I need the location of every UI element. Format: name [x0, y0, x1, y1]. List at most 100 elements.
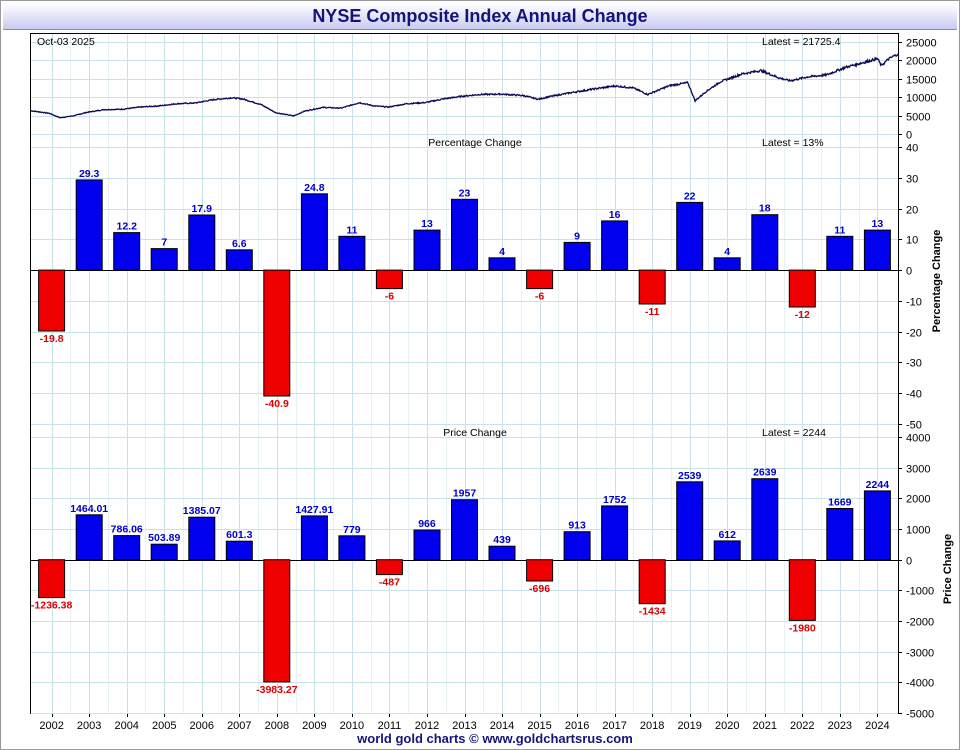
- price-date-label: Oct-03 2025: [37, 36, 95, 48]
- percentage-bar: [113, 232, 141, 271]
- x-tick-label: 2011: [378, 720, 402, 732]
- price-change-bar: [225, 540, 253, 561]
- percentage-data-label: -11: [645, 306, 660, 318]
- footer-credit: world gold charts © www.goldchartsrus.co…: [357, 731, 633, 746]
- price-y-tick-label: 15000: [906, 75, 937, 87]
- percentage-bar: [338, 235, 366, 271]
- percentage-title: Percentage Change: [428, 137, 522, 149]
- price-change-y-tick-label: 4000: [906, 433, 930, 445]
- price-change-data-label: -696: [529, 583, 550, 595]
- percentage-data-label: 24.8: [304, 182, 325, 194]
- percentage-y-tick-label: -10: [906, 297, 922, 309]
- percentage-data-label: 22: [684, 190, 696, 202]
- price-change-bar: [788, 559, 816, 621]
- percentage-bar: [713, 257, 741, 271]
- percentage-y-tick-label: 10: [906, 235, 918, 247]
- x-tick-label: 2024: [865, 720, 889, 732]
- price-change-data-label: 966: [418, 518, 436, 530]
- percentage-bar: [375, 269, 403, 290]
- price-change-bar: [413, 529, 441, 561]
- x-tick-label: 2017: [602, 720, 626, 732]
- percentage-y-tick-label: -20: [906, 328, 922, 340]
- x-tick-label: 2019: [677, 720, 701, 732]
- x-tick-label: 2003: [77, 720, 101, 732]
- price-change-bar: [451, 499, 478, 561]
- percentage-bar: [526, 269, 554, 290]
- percentage-bar: [826, 235, 854, 271]
- price-change-data-label: 1957: [453, 488, 477, 500]
- price-change-data-label: 439: [493, 534, 511, 546]
- percentage-y-tick-label: 40: [906, 143, 918, 155]
- percentage-y-tick-label: 20: [906, 205, 918, 217]
- percentage-bar: [676, 201, 704, 271]
- price-change-y-tick-label: -2000: [906, 617, 934, 629]
- percentage-data-label: 16: [609, 209, 621, 221]
- price-y-tick-label: 0: [906, 130, 912, 142]
- price-change-title: Price Change: [443, 427, 507, 439]
- line-layer: [30, 53, 899, 119]
- price-change-bar: [488, 545, 516, 561]
- price-latest-label: Latest = 21725.4: [762, 36, 841, 48]
- price-change-data-label: -1980: [789, 622, 816, 634]
- percentage-y-tick-label: -50: [906, 420, 922, 432]
- percentage-bar: [563, 241, 591, 271]
- price-change-bar: [676, 481, 704, 561]
- percentage-data-label: 13: [872, 218, 884, 230]
- x-tick-label: 2002: [39, 720, 63, 732]
- percentage-y-tick-label: -30: [906, 358, 922, 370]
- percentage-data-label: -12: [795, 309, 810, 321]
- price-change-data-label: -1434: [639, 606, 666, 618]
- price-change-bar: [526, 559, 554, 582]
- page-title: NYSE Composite Index Annual Change: [312, 6, 648, 26]
- price-change-bar: [375, 559, 403, 576]
- percentage-bar: [863, 229, 891, 271]
- price-change-y-tick-label: -5000: [906, 709, 934, 721]
- percentage-data-label: 9: [574, 230, 580, 242]
- x-tick-label: 2013: [452, 720, 476, 732]
- price-panel-frame: [30, 33, 899, 135]
- x-tick-label: 2022: [790, 720, 814, 732]
- percentage-bar: [263, 269, 291, 397]
- price-change-data-label: 612: [718, 529, 736, 541]
- price-change-data-label: 2539: [678, 470, 702, 482]
- price-change-bar: [863, 490, 891, 561]
- percentage-bar: [225, 249, 253, 271]
- percentage-data-label: -6: [385, 291, 394, 303]
- price-change-data-label: -3983.27: [256, 684, 298, 696]
- percentage-bar: [601, 220, 629, 271]
- bars-layer: [38, 179, 891, 683]
- price-change-data-label: 601.3: [226, 529, 252, 541]
- percentage-data-label: 6.6: [232, 238, 247, 250]
- percentage-bar: [788, 269, 816, 308]
- price-y-tick-label: 25000: [906, 38, 937, 50]
- percentage-bar: [150, 248, 178, 271]
- price-change-bar: [601, 505, 629, 561]
- title-bar: NYSE Composite Index Annual Change: [3, 3, 957, 30]
- percentage-data-label: -6: [535, 291, 544, 303]
- price-change-bar: [713, 540, 741, 561]
- x-tick-label: 2020: [715, 720, 739, 732]
- percentage-bar: [638, 269, 666, 305]
- price-change-data-label: 1669: [828, 497, 852, 509]
- price-y-tick-label: 20000: [906, 56, 937, 68]
- x-tick-label: 2010: [340, 720, 364, 732]
- x-tick-label: 2012: [415, 720, 439, 732]
- price-change-bar: [826, 508, 854, 561]
- x-tick-label: 2015: [527, 720, 551, 732]
- grid-layer: [31, 34, 902, 717]
- price-change-bar: [300, 515, 328, 561]
- price-y-tick-label: 5000: [906, 112, 930, 124]
- x-tick-label: 2004: [114, 720, 138, 732]
- percentage-latest-label: Latest = 13%: [762, 137, 824, 149]
- x-tick-label: 2007: [227, 720, 251, 732]
- percentage-data-label: 17.9: [192, 203, 213, 215]
- price-change-data-label: 1427.91: [295, 504, 333, 516]
- price-change-y-tick-label: 3000: [906, 464, 930, 476]
- percentage-data-label: 23: [459, 187, 471, 199]
- price-change-data-label: -1236.38: [31, 600, 73, 612]
- percentage-bar: [38, 269, 66, 332]
- price-change-data-label: 503.89: [148, 532, 180, 544]
- percentage-data-label: -40.9: [265, 398, 289, 410]
- price-change-y-tick-label: 2000: [906, 494, 930, 506]
- percentage-data-label: 11: [346, 224, 357, 236]
